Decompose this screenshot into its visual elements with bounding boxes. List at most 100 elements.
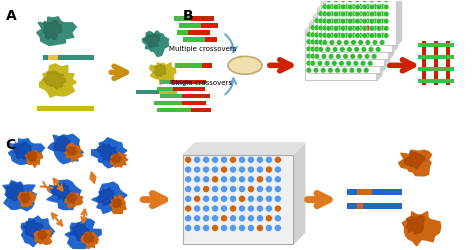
Circle shape (306, 68, 311, 73)
Circle shape (313, 60, 319, 66)
Bar (173, 87, 205, 92)
Circle shape (357, 46, 363, 52)
Circle shape (339, 25, 345, 31)
Circle shape (247, 156, 255, 163)
Circle shape (361, 40, 366, 45)
Circle shape (238, 195, 246, 202)
Circle shape (350, 25, 356, 30)
Circle shape (367, 25, 373, 30)
Circle shape (342, 53, 347, 59)
Polygon shape (97, 144, 117, 161)
Polygon shape (14, 142, 31, 159)
Circle shape (238, 166, 246, 173)
Circle shape (336, 46, 341, 52)
Polygon shape (112, 154, 122, 163)
Circle shape (364, 46, 369, 52)
Circle shape (322, 11, 328, 16)
Bar (347, 189, 402, 194)
Circle shape (325, 18, 331, 24)
Circle shape (317, 25, 323, 30)
Circle shape (351, 32, 356, 38)
Circle shape (343, 39, 348, 45)
Circle shape (339, 47, 345, 52)
Bar (422, 42, 427, 85)
Polygon shape (64, 143, 83, 162)
Circle shape (346, 60, 351, 66)
Polygon shape (39, 64, 76, 97)
Circle shape (367, 46, 373, 52)
Circle shape (355, 4, 360, 10)
Circle shape (274, 195, 282, 202)
Polygon shape (397, 0, 401, 46)
Circle shape (265, 176, 273, 183)
Circle shape (328, 54, 334, 59)
Circle shape (256, 205, 264, 212)
Circle shape (379, 11, 385, 16)
Circle shape (350, 18, 356, 23)
Polygon shape (91, 182, 127, 214)
Circle shape (238, 186, 246, 192)
Circle shape (320, 32, 326, 37)
Circle shape (376, 18, 382, 24)
Circle shape (379, 32, 385, 38)
Circle shape (346, 25, 352, 31)
Circle shape (343, 46, 348, 52)
Circle shape (339, 25, 344, 30)
Circle shape (185, 176, 191, 183)
Bar (305, 30, 376, 80)
Circle shape (331, 60, 337, 66)
Circle shape (238, 215, 246, 222)
Circle shape (369, 4, 374, 10)
Circle shape (310, 25, 316, 30)
Circle shape (202, 215, 210, 222)
Circle shape (321, 39, 327, 45)
Circle shape (357, 18, 363, 23)
Circle shape (329, 40, 335, 45)
Bar (419, 67, 455, 71)
Polygon shape (399, 150, 431, 176)
Circle shape (324, 25, 330, 30)
Circle shape (365, 25, 371, 31)
Circle shape (372, 32, 377, 38)
Circle shape (364, 68, 369, 73)
Circle shape (328, 39, 334, 45)
Circle shape (367, 60, 373, 66)
Circle shape (326, 26, 331, 31)
Polygon shape (84, 233, 94, 243)
Circle shape (274, 205, 282, 212)
Circle shape (336, 39, 341, 45)
Circle shape (354, 25, 359, 31)
Circle shape (369, 33, 374, 38)
Polygon shape (113, 198, 122, 207)
Circle shape (343, 18, 348, 23)
Circle shape (326, 0, 331, 2)
Circle shape (355, 0, 360, 2)
Circle shape (343, 25, 348, 30)
Circle shape (331, 39, 337, 45)
Circle shape (339, 32, 345, 38)
Circle shape (328, 39, 333, 44)
Circle shape (360, 32, 366, 38)
Polygon shape (42, 71, 66, 89)
Circle shape (372, 39, 377, 45)
Circle shape (356, 46, 362, 52)
Circle shape (193, 176, 201, 183)
Circle shape (202, 205, 210, 212)
Circle shape (313, 53, 319, 59)
Circle shape (333, 0, 339, 2)
Circle shape (322, 18, 328, 24)
Circle shape (328, 60, 333, 66)
Polygon shape (384, 12, 390, 66)
Circle shape (322, 40, 328, 45)
Circle shape (335, 39, 340, 44)
Circle shape (361, 11, 366, 16)
Polygon shape (404, 152, 425, 168)
Circle shape (320, 68, 326, 73)
Polygon shape (26, 151, 42, 168)
Text: C: C (6, 138, 16, 152)
Circle shape (336, 54, 341, 59)
Circle shape (211, 166, 219, 173)
Circle shape (379, 18, 385, 24)
Circle shape (372, 18, 378, 24)
Circle shape (310, 54, 316, 59)
